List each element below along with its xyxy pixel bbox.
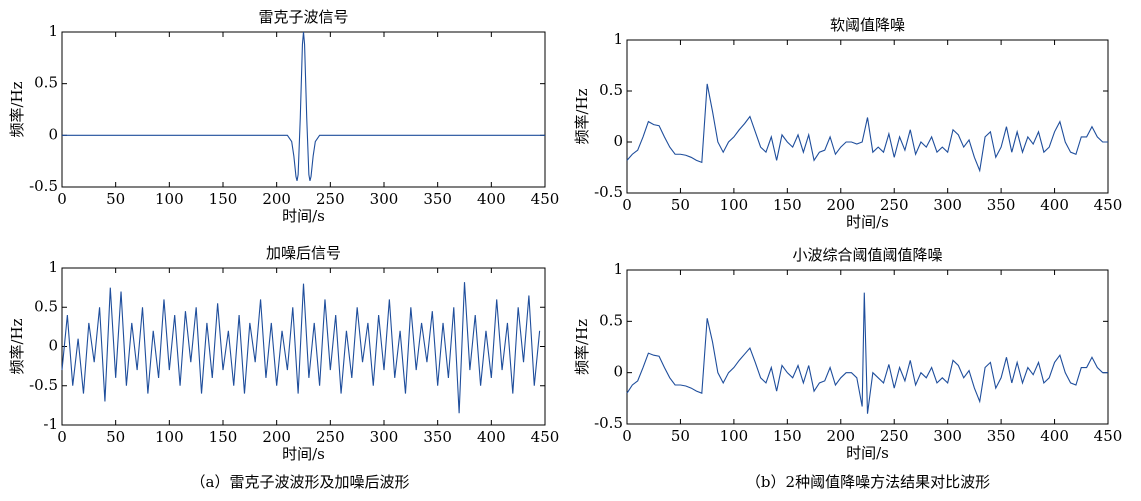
x-tick-label: 300: [933, 196, 962, 214]
y-tick-label: 0.5: [34, 74, 58, 92]
x-tick-label: 100: [155, 190, 184, 208]
x-tick-label: 150: [773, 427, 802, 445]
y-tick-label: 0: [613, 363, 623, 381]
plot-frame: [626, 39, 1109, 194]
x-tick-label: 0: [622, 196, 632, 214]
x-tick-label: 200: [262, 190, 291, 208]
y-tick-label: 1: [613, 260, 623, 278]
plot-frame: [626, 269, 1109, 425]
x-tick-label: 350: [987, 196, 1016, 214]
x-tick-label: 450: [1094, 196, 1123, 214]
x-tick-label: 250: [316, 428, 345, 446]
chart-title: 加噪后信号: [266, 244, 341, 262]
x-axis-label: 时间/s: [846, 213, 889, 231]
x-axis-label: 时间/s: [282, 445, 325, 463]
y-axis-label: 频率/Hz: [8, 318, 26, 374]
x-tick-label: 400: [477, 190, 506, 208]
data-line: [61, 282, 541, 414]
data-line: [626, 83, 1108, 173]
y-tick-label: 1: [613, 30, 623, 48]
y-tick-label: -0.5: [594, 183, 623, 201]
y-tick-label: 0: [48, 125, 58, 143]
y-tick-label: -0.5: [29, 177, 58, 195]
x-tick-label: 200: [262, 428, 291, 446]
x-tick-label: 300: [370, 190, 399, 208]
x-tick-label: 150: [773, 196, 802, 214]
y-tick-label: 0.5: [34, 297, 58, 315]
data-line: [626, 292, 1108, 414]
x-tick-label: 450: [1094, 427, 1123, 445]
chart-title: 雷克子波信号: [258, 8, 348, 26]
x-tick-label: 300: [370, 428, 399, 446]
x-tick-label: 400: [477, 428, 506, 446]
plot-frame: [61, 31, 546, 188]
x-tick-label: 50: [106, 428, 125, 446]
x-tick-label: 0: [622, 427, 632, 445]
x-tick-label: 250: [316, 190, 345, 208]
x-tick-label: 100: [720, 427, 749, 445]
y-tick-label: -1: [43, 415, 58, 433]
data-line: [62, 31, 545, 181]
x-tick-label: 350: [423, 190, 452, 208]
y-axis-label: 频率/Hz: [573, 319, 591, 375]
y-tick-label: 0.5: [599, 311, 623, 329]
x-tick-label: 0: [57, 428, 67, 446]
y-tick-label: 1: [48, 22, 58, 40]
y-tick-label: 0.5: [599, 81, 623, 99]
x-tick-label: 50: [671, 427, 690, 445]
x-tick-label: 100: [720, 196, 749, 214]
x-tick-label: 300: [933, 427, 962, 445]
x-tick-label: 250: [880, 196, 909, 214]
x-tick-label: 0: [57, 190, 67, 208]
x-tick-label: 400: [1040, 427, 1069, 445]
y-tick-label: -0.5: [29, 376, 58, 394]
x-axis-label: 时间/s: [846, 444, 889, 462]
x-tick-label: 50: [106, 190, 125, 208]
y-tick-label: 1: [48, 258, 58, 276]
y-tick-label: -0.5: [594, 414, 623, 432]
y-tick-label: 0: [48, 337, 58, 355]
x-tick-label: 450: [531, 190, 560, 208]
x-tick-label: 150: [209, 428, 238, 446]
chart-title: 软阈值降噪: [830, 16, 905, 34]
y-axis-label: 频率/Hz: [573, 88, 591, 144]
x-tick-label: 450: [531, 428, 560, 446]
x-tick-label: 200: [826, 427, 855, 445]
x-tick-label: 350: [987, 427, 1016, 445]
chart-title: 小波综合阈值阈值降噪: [792, 246, 942, 264]
x-tick-label: 50: [671, 196, 690, 214]
x-tick-label: 100: [155, 428, 184, 446]
x-tick-label: 350: [423, 428, 452, 446]
caption: （b）2种阈值降噪方法结果对比波形: [746, 473, 990, 491]
x-tick-label: 200: [826, 196, 855, 214]
y-tick-label: 0: [613, 132, 623, 150]
caption: （a）雷克子波波形及加噪后波形: [191, 473, 410, 491]
x-tick-label: 250: [880, 427, 909, 445]
x-axis-label: 时间/s: [282, 207, 325, 225]
x-tick-label: 400: [1040, 196, 1069, 214]
y-axis-label: 频率/Hz: [8, 81, 26, 137]
x-tick-label: 150: [209, 190, 238, 208]
